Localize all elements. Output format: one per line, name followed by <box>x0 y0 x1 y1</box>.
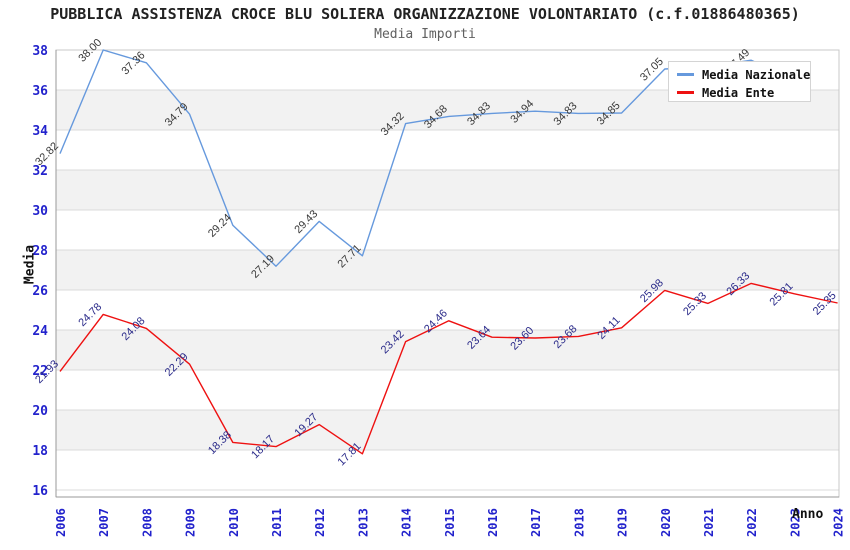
media-ente-line <box>59 282 838 455</box>
plot-band <box>56 210 839 250</box>
legend-label-media-ente: Media Ente <box>702 86 775 100</box>
plot-band <box>56 170 839 210</box>
y-tick-label: 36 <box>32 84 48 99</box>
x-tick-label-2014: 2014 <box>400 508 414 537</box>
plot-band <box>56 450 839 490</box>
y-tick-label: 26 <box>32 284 48 299</box>
legend: Media Nazionale Media Ente <box>668 61 811 102</box>
y-tick-label: 30 <box>32 204 48 219</box>
x-tick-label-2010: 2010 <box>227 508 241 537</box>
plot-band <box>56 130 839 170</box>
plot-band <box>56 250 839 290</box>
plot-band <box>56 410 839 450</box>
y-tick-label: 32 <box>32 164 48 179</box>
legend-label-media-nazionale: Media Nazionale <box>702 68 811 82</box>
x-tick-label-2022: 2022 <box>745 508 759 537</box>
x-tick-label-2011: 2011 <box>270 508 284 537</box>
x-tick-label-2017: 2017 <box>529 508 543 537</box>
x-tick-label-2013: 2013 <box>356 508 370 537</box>
media-ente-swatch-icon <box>677 91 694 94</box>
x-tick-label-2023: 2023 <box>788 508 802 537</box>
x-tick-label-2016: 2016 <box>486 508 500 537</box>
legend-item-media-nazionale: Media Nazionale <box>677 65 810 83</box>
x-tick-label-2019: 2019 <box>616 508 630 537</box>
x-tick-label-2009: 2009 <box>184 508 198 537</box>
x-tick-label-2020: 2020 <box>659 508 673 537</box>
x-tick-label-2012: 2012 <box>313 508 327 537</box>
x-axis-title: Anno <box>792 507 824 522</box>
x-tick-label-2021: 2021 <box>702 508 716 537</box>
x-tick-label-2006: 2006 <box>54 508 68 537</box>
x-tick-label-2008: 2008 <box>140 508 154 537</box>
plot-band <box>56 290 839 330</box>
plot-band <box>56 370 839 410</box>
y-tick-label: 38 <box>32 44 48 59</box>
chart-title: PUBBLICA ASSISTENZA CROCE BLU SOLIERA OR… <box>50 5 800 23</box>
y-axis-title: Media <box>22 244 38 285</box>
y-tick-label: 28 <box>32 244 48 259</box>
x-tick-label-2015: 2015 <box>443 508 457 537</box>
y-tick-label: 24 <box>32 324 48 339</box>
y-tick-label: 22 <box>32 364 48 379</box>
chart-subtitle: Media Importi <box>374 27 476 42</box>
y-tick-label: 20 <box>32 404 48 419</box>
y-tick-label: 16 <box>32 484 48 499</box>
legend-item-media-ente: Media Ente <box>677 83 810 101</box>
x-tick-label-2007: 2007 <box>97 508 111 537</box>
x-tick-label-2018: 2018 <box>572 508 586 537</box>
y-tick-label: 18 <box>32 444 48 459</box>
plot-band <box>56 330 839 370</box>
y-tick-label: 34 <box>32 124 48 139</box>
x-tick-label-2024: 2024 <box>832 508 846 537</box>
media-nazionale-swatch-icon <box>677 73 694 76</box>
